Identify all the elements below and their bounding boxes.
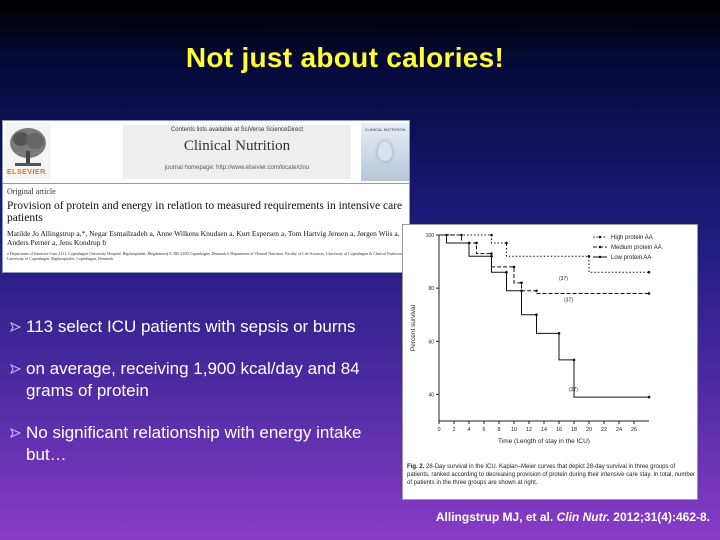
slide-title: Not just about calories! [185,42,505,73]
journal-banner: ELSEVIER Contents lists available at Sci… [3,121,409,184]
series-point [535,289,538,293]
bullet-text: No significant relationship with energy … [26,423,362,464]
caption-label: Fig. 2. [407,464,425,470]
series-line-1 [439,234,649,273]
series-point [490,233,493,237]
legend-marker [598,235,602,239]
series-point [490,254,493,258]
x-tick-label: 6 [482,427,485,433]
caption-text: 28-Day survival in the ICU. Kaplan–Meier… [407,464,696,486]
citation: Allingstrup MJ, et al. Clin Nutr. 2012;3… [390,510,710,524]
bullet-text: 113 select ICU patients with sepsis or b… [26,317,356,336]
series-point [505,270,508,274]
citation-authors: Allingstrup MJ, et al. [435,510,554,524]
arrow-bullet-icon [10,322,22,332]
bullet-list: 113 select ICU patients with sepsis or b… [10,316,390,486]
y-tick-label: 60 [428,339,434,345]
arrow-bullet-icon [10,428,22,438]
citation-journal: Clin Nutr. [556,510,610,524]
cover-title: CLINICAL NUTRITION [364,127,406,132]
x-tick-label: 26 [631,427,637,433]
x-tick-label: 22 [601,427,607,433]
series-point [520,289,523,293]
y-tick-label: 40 [428,392,434,398]
series-point [572,358,576,362]
series-point [647,270,651,274]
article-title: Provision of protein and energy in relat… [7,200,403,224]
x-axis-label: Time (Length of stay in the ICU) [498,438,590,445]
article-header-image: ELSEVIER Contents lists available at Sci… [2,120,410,273]
x-tick-label: 18 [571,427,577,433]
journal-cover: CLINICAL NUTRITION [361,123,409,181]
legend-marker [598,255,602,259]
series-annotation: (37) [564,297,573,303]
x-tick-label: 24 [616,427,622,433]
series-point [535,313,538,317]
legend-marker [598,245,602,249]
series-point [512,265,516,269]
contents-line: Contents lists available at SciVerse Sci… [170,127,304,133]
series-point [520,281,523,285]
bullet-item: 113 select ICU patients with sepsis or b… [10,316,390,338]
bullet-item: on average, receiving 1,900 kcal/day and… [10,358,390,402]
series-point [587,254,591,258]
series-point [557,332,561,335]
x-tick-label: 4 [467,427,470,433]
series-point [647,292,651,295]
series-annotation: (37) [569,387,578,393]
series-point [467,241,471,245]
x-tick-label: 20 [586,427,592,433]
series-point [505,241,508,245]
journal-box: Contents lists available at SciVerse Sci… [123,125,351,179]
droplet-icon [378,141,392,161]
series-point [647,395,651,399]
x-tick-label: 0 [437,427,440,433]
figure-caption: Fig. 2. 28-Day survival in the ICU. Kapl… [407,463,697,487]
x-tick-label: 10 [511,427,517,433]
y-axis-label: Percent survival [410,304,417,351]
legend-label: Medium protein AA [611,245,662,251]
y-tick-label: 80 [428,286,434,292]
x-tick-label: 16 [556,427,562,433]
bullet-text: on average, receiving 1,900 kcal/day and… [26,359,360,400]
series-line-2 [439,234,649,294]
citation-details: 2012;31(4):462-8. [613,510,710,524]
y-tick-label: 100 [426,233,435,239]
article-section: Original article [7,187,56,196]
legend-label: High protein AA [611,235,653,241]
survival-figure: 100 80 60 40 0 2 4 6 8 10 12 14 16 18 20 22 24 26 Time (Le… [402,224,698,500]
journal-name: Clinical Nutrition [183,138,291,154]
legend-label: Low protein AA [611,255,651,261]
bullet-item: No significant relationship with energy … [10,422,390,466]
x-tick-label: 14 [541,427,547,433]
elsevier-tree-logo-icon [5,123,51,179]
series-annotation: (37) [559,276,568,282]
series-line-3 [439,234,649,398]
series-point [490,252,493,255]
series-point [445,233,448,237]
homepage-line: journal homepage: http://www.elsevier.co… [164,165,310,171]
publisher-name: ELSEVIER [7,169,46,176]
x-tick-label: 12 [526,427,532,433]
arrow-bullet-icon [10,364,22,374]
x-tick-label: 2 [452,427,455,433]
article-affiliations: a Department of Intensive Care 4131, Cop… [7,251,410,261]
series-point [460,233,463,237]
series-point [475,241,478,245]
article-authors: Matilde Jo Allingstrup a,*, Negar Esmail… [7,229,400,247]
x-tick-label: 8 [497,427,500,433]
